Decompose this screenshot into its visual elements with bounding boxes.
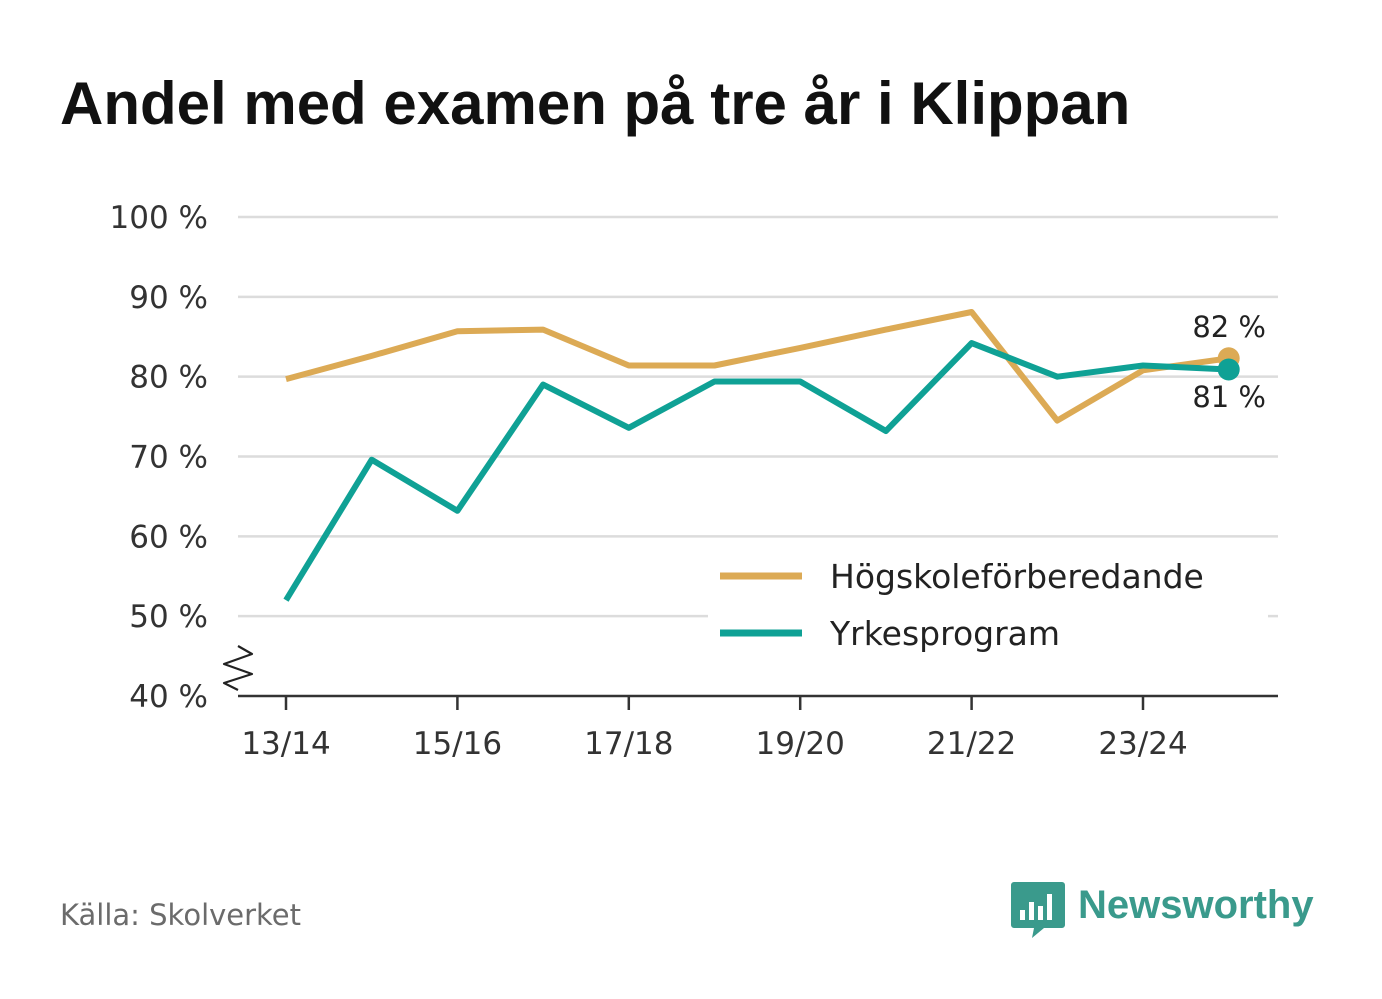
y-tick-label: 100 % xyxy=(110,200,208,236)
x-tick-label: 19/20 xyxy=(756,726,845,762)
series-lines xyxy=(283,309,1240,602)
brand-logo: Newsworthy xyxy=(1010,878,1314,942)
brand-name: Newsworthy xyxy=(1078,882,1314,927)
source-note: Källa: Skolverket xyxy=(60,898,302,932)
y-axis-labels: 40 % 50 % 60 % 70 % 80 % 90 % 100 % xyxy=(110,200,208,715)
legend-label-0: Högskoleförberedande xyxy=(830,557,1204,596)
y-tick-label: 40 % xyxy=(129,679,208,715)
legend-label-1: Yrkesprogram xyxy=(829,614,1060,653)
axis-break-zigzag xyxy=(222,645,254,691)
x-tick-label: 13/14 xyxy=(241,726,330,762)
y-tick-label: 60 % xyxy=(129,519,208,555)
axis-break-icon xyxy=(222,645,254,691)
series-line-0 xyxy=(285,309,1230,424)
end-label-1: 81 % xyxy=(1192,380,1266,414)
end-label-0: 82 % xyxy=(1192,310,1266,344)
x-tick-label: 17/18 xyxy=(584,726,673,762)
y-tick-label: 50 % xyxy=(129,599,208,635)
legend-background xyxy=(708,548,1268,660)
x-tick-label: 23/24 xyxy=(1098,726,1187,762)
grid-lines xyxy=(238,215,1278,618)
y-tick-label: 80 % xyxy=(129,360,208,396)
x-tick-label: 15/16 xyxy=(413,726,502,762)
series-end-point-1 xyxy=(1217,358,1240,381)
newsworthy-logo-icon xyxy=(1011,882,1065,938)
end-value-labels: 82 % 81 % xyxy=(1192,310,1266,414)
y-tick-label: 70 % xyxy=(129,440,208,476)
y-tick-label: 90 % xyxy=(129,280,208,316)
chart-title: Andel med examen på tre år i Klippan xyxy=(60,70,1131,137)
series-line-1 xyxy=(283,340,1229,602)
legend: Högskoleförberedande Yrkesprogram xyxy=(708,548,1268,660)
x-tick-label: 21/22 xyxy=(927,726,1016,762)
x-axis: 13/14 15/16 17/18 19/20 21/22 23/24 xyxy=(238,694,1278,762)
